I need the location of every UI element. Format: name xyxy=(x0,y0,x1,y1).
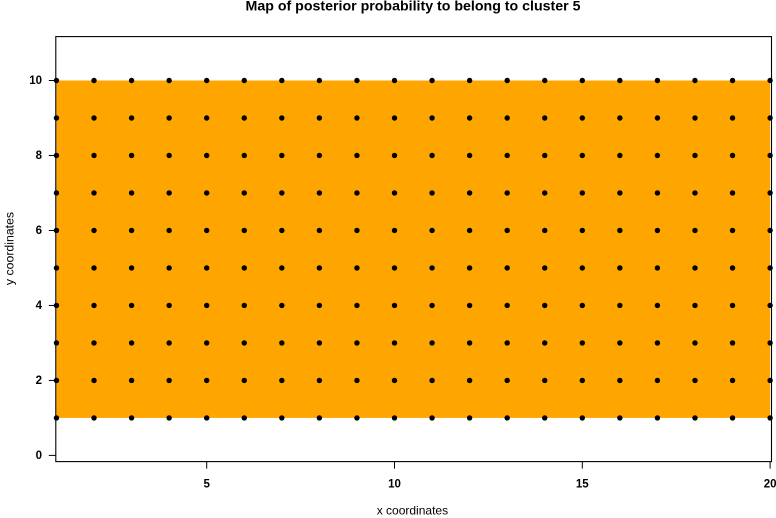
svg-text:5: 5 xyxy=(203,479,210,491)
svg-text:15: 15 xyxy=(576,479,589,491)
svg-text:4: 4 xyxy=(36,300,43,312)
svg-text:y coordinates: y coordinates xyxy=(3,212,17,285)
svg-text:x coordinates: x coordinates xyxy=(377,504,448,518)
svg-text:0: 0 xyxy=(36,450,42,462)
svg-text:10: 10 xyxy=(29,75,42,87)
svg-text:Map of posterior probability t: Map of posterior probability to belong t… xyxy=(246,0,581,15)
svg-text:2: 2 xyxy=(36,375,42,387)
svg-text:8: 8 xyxy=(36,150,43,162)
svg-text:20: 20 xyxy=(764,479,776,491)
svg-text:6: 6 xyxy=(36,225,42,237)
svg-text:10: 10 xyxy=(388,479,401,491)
